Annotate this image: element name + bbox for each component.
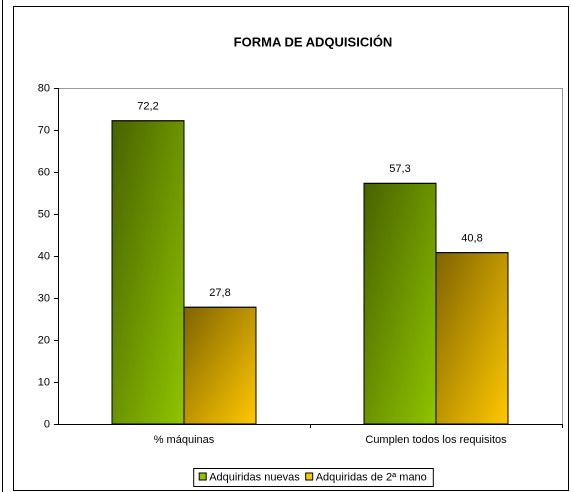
y-tick-label: 40 <box>38 250 50 262</box>
value-label: 27,8 <box>209 287 230 299</box>
y-tick-label: 30 <box>38 292 50 304</box>
y-tick-label: 10 <box>38 376 50 388</box>
bar-shade <box>111 120 185 425</box>
y-tick-label: 60 <box>38 166 50 178</box>
value-label: 72,2 <box>137 101 158 113</box>
bar-shade <box>183 306 257 425</box>
legend-box <box>193 468 434 487</box>
x-tick-label: % máquinas <box>154 434 215 446</box>
chart-title: FORMA DE ADQUISICIÓN <box>234 34 393 49</box>
bar-shade <box>435 252 509 425</box>
legend: Adquiridas nuevas Adquiridas de 2ª mano <box>193 468 434 487</box>
y-tick-label: 50 <box>38 208 50 220</box>
legend-swatch <box>198 472 207 481</box>
legend-swatch <box>305 472 314 481</box>
bar-shade <box>363 182 437 425</box>
y-tick-label: 20 <box>38 334 50 346</box>
value-label: 40,8 <box>461 233 482 245</box>
y-tick-label: 80 <box>38 82 50 94</box>
value-label: 57,3 <box>389 163 410 175</box>
y-tick-label: 0 <box>44 418 50 430</box>
y-tick-label: 70 <box>38 124 50 136</box>
x-tick-label: Cumplen todos los requisitos <box>365 434 507 446</box>
legend-label: Adquiridas nuevas <box>209 471 300 483</box>
legend-label: Adquiridas de 2ª mano <box>316 471 427 483</box>
